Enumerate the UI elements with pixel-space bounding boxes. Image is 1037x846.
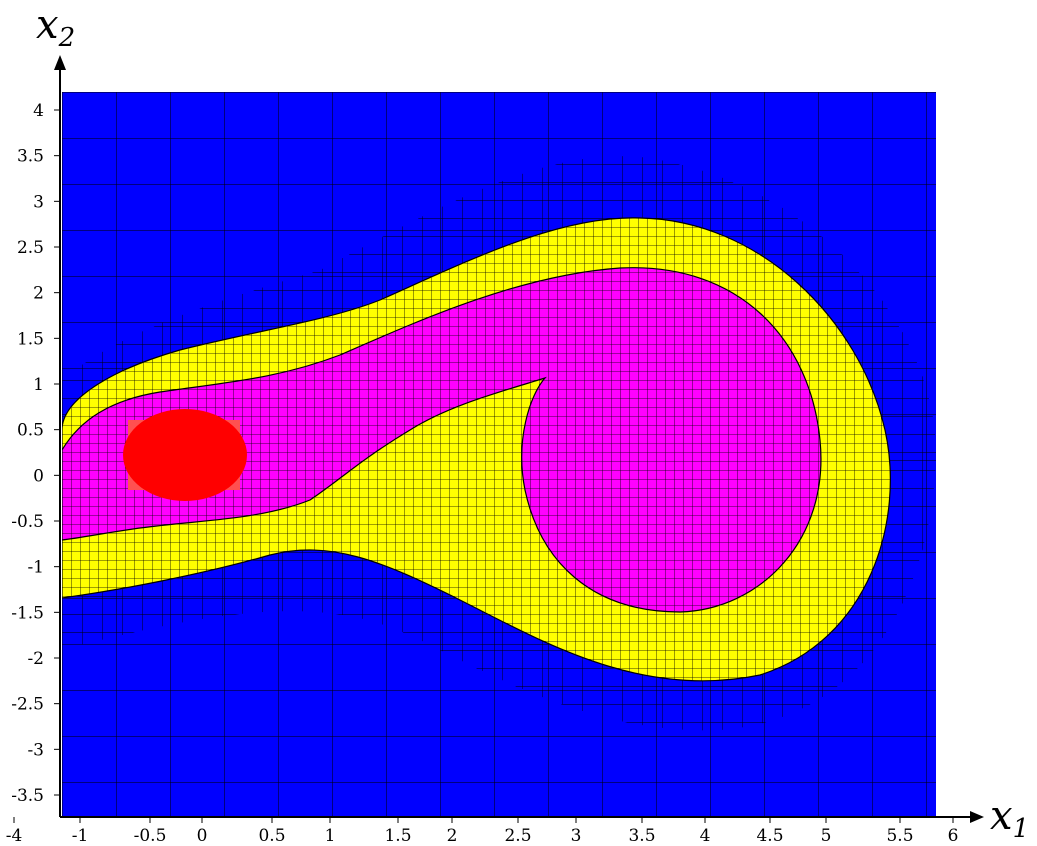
x-tick-label: 1.5 — [384, 826, 411, 846]
x-tick-label: 3.5 — [628, 826, 655, 846]
y-axis-arrow — [54, 55, 66, 70]
x-tick-labels: -4 -1 -0.5 0 0.5 1 1.5 2 2.5 3 3.5 4 4.5 5 5.5 6 — [6, 817, 959, 846]
y-tick-label: 1 — [33, 375, 44, 395]
region-red — [123, 409, 247, 501]
x-tick-label: 0 — [197, 826, 208, 846]
y-tick-label: -2 — [27, 649, 44, 669]
x-tick-label: 3 — [571, 826, 582, 846]
y-tick-label: -1.5 — [11, 603, 44, 623]
y-tick-label: 0 — [33, 466, 44, 486]
x-tick-label: -4 — [6, 826, 23, 846]
y-tick-label: -1 — [27, 558, 44, 578]
y-tick-label: 4 — [33, 101, 44, 121]
x-tick-label: 6 — [948, 826, 959, 846]
x-tick-label: 1 — [325, 826, 336, 846]
y-tick-label: -3 — [27, 740, 44, 760]
x-tick-label: 2 — [447, 826, 458, 846]
y-tick-label: -0.5 — [11, 512, 44, 532]
x-axis-label: x1 — [990, 793, 1029, 844]
x-tick-label: 4 — [700, 826, 711, 846]
y-tick-label: 2 — [33, 284, 44, 304]
y-tick-label: 2.5 — [17, 238, 44, 258]
x-axis-arrow — [970, 811, 984, 823]
y-tick-labels: 4 3.5 3 2.5 2 1.5 1 0.5 0 -0.5 -1 -1.5 -2 -2.5 -3 -3.5 — [11, 101, 60, 806]
x-tick-label: 2.5 — [504, 826, 531, 846]
x-tick-label: -1 — [72, 826, 89, 846]
y-tick-label: 3.5 — [17, 147, 44, 167]
y-tick-label: -2.5 — [11, 695, 44, 715]
y-tick-label: 3 — [33, 192, 44, 212]
x-tick-label: 0.5 — [258, 826, 285, 846]
y-tick-label: 1.5 — [17, 329, 44, 349]
y-tick-label: -3.5 — [11, 786, 44, 806]
y-axis-label: x2 — [36, 2, 75, 53]
y-tick-label: 0.5 — [17, 421, 44, 441]
x-tick-label: 5.5 — [886, 826, 913, 846]
x-tick-label: 4.5 — [756, 826, 783, 846]
x-tick-label: 5 — [821, 826, 832, 846]
x-tick-label: -0.5 — [134, 826, 167, 846]
